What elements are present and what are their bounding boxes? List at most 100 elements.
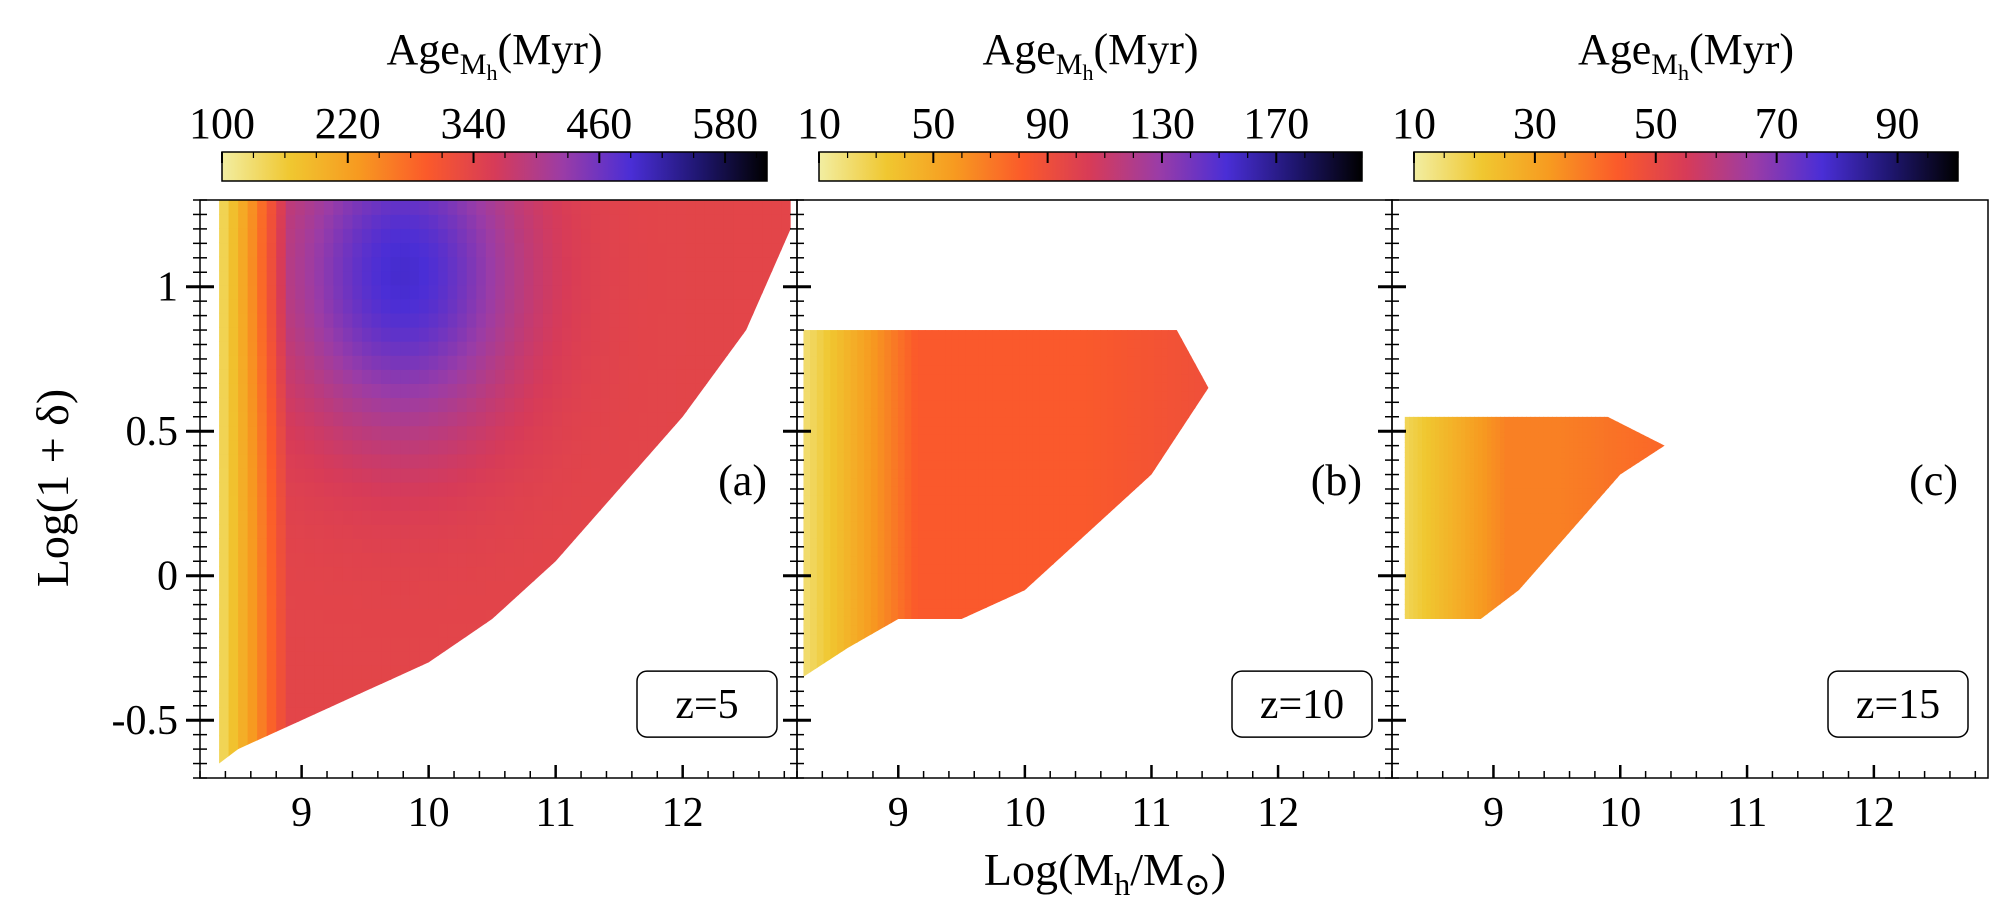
heatmap-cell	[600, 735, 611, 751]
heatmap-cell	[951, 668, 960, 677]
heatmap-cell	[816, 520, 825, 531]
heatmap-cell	[843, 364, 852, 375]
heatmap-cell	[803, 503, 811, 513]
heatmap-cell	[381, 749, 392, 764]
heatmap-cell	[911, 538, 919, 548]
heatmap-cell	[523, 284, 535, 300]
heatmap-cell	[850, 512, 859, 522]
heatmap-cell	[590, 340, 601, 356]
heatmap-cell	[495, 664, 506, 680]
heatmap-cell	[342, 383, 354, 399]
heatmap-cell	[1032, 460, 1041, 470]
heatmap-cell	[419, 242, 430, 258]
heatmap-cell	[951, 538, 960, 548]
heatmap-cell	[514, 354, 525, 370]
heatmap-cell	[609, 270, 620, 286]
heatmap-cell	[723, 242, 735, 258]
heatmap-cell	[938, 581, 946, 591]
heatmap-cell	[381, 509, 392, 525]
heatmap-cell	[257, 693, 268, 708]
heatmap-cell	[924, 390, 933, 401]
heatmap-cell	[1032, 364, 1041, 375]
heatmap-cell	[628, 524, 640, 539]
heatmap-cell	[1086, 347, 1095, 357]
heatmap-cell	[485, 538, 497, 554]
heatmap-cell	[638, 749, 649, 764]
heatmap-cell	[830, 546, 838, 557]
heatmap-cell	[1005, 425, 1014, 435]
heatmap-cell	[438, 552, 449, 568]
heatmap-cell	[864, 668, 872, 677]
heatmap-cell	[816, 581, 825, 591]
heatmap-cell	[638, 284, 649, 300]
heatmap-cell	[542, 298, 554, 314]
heatmap-cell	[342, 679, 354, 694]
heatmap-cell	[295, 228, 306, 244]
heatmap-cell	[333, 679, 344, 694]
heatmap-cell	[771, 242, 782, 258]
heatmap-cell	[304, 538, 316, 554]
heatmap-cell	[1167, 468, 1176, 479]
heatmap-cell	[897, 659, 906, 669]
heatmap-cell	[647, 270, 659, 286]
heatmap-cell	[266, 650, 278, 666]
heatmap-cell	[1147, 555, 1156, 565]
heatmap-cell	[938, 503, 946, 513]
heatmap-cell	[1039, 477, 1048, 487]
heatmap-cell	[638, 509, 649, 525]
heatmap-cell	[1039, 364, 1048, 375]
heatmap-cell	[951, 590, 960, 600]
heatmap-cell	[1073, 390, 1081, 401]
heatmap-cell	[371, 284, 382, 300]
heatmap-cell	[843, 356, 852, 366]
heatmap-cell	[323, 721, 335, 737]
heatmap-cell	[1181, 529, 1189, 539]
heatmap-cell	[666, 270, 678, 286]
heatmap-cell	[762, 369, 773, 384]
heatmap-cell	[361, 566, 373, 582]
heatmap-cell	[609, 636, 620, 652]
heatmap-cell	[1181, 399, 1189, 409]
heatmap-cell	[1005, 382, 1014, 392]
heatmap-cell	[904, 494, 913, 505]
heatmap-cell	[1134, 520, 1142, 531]
heatmap-cell	[1073, 408, 1081, 418]
heatmap-cell	[1066, 642, 1075, 652]
heatmap-cell	[864, 434, 872, 444]
heatmap-cell	[695, 495, 706, 511]
heatmap-cell	[830, 347, 838, 357]
heatmap-cell	[419, 749, 430, 764]
heatmap-cell	[1100, 607, 1108, 617]
heatmap-cell	[891, 590, 899, 600]
heatmap-cell	[823, 347, 832, 357]
heatmap-cell	[295, 369, 306, 384]
heatmap-cell	[1066, 616, 1075, 626]
heatmap-cell	[752, 397, 763, 413]
heatmap-cell	[514, 735, 525, 751]
heatmap-cell	[1140, 460, 1149, 470]
heatmap-cell	[843, 529, 852, 539]
heatmap-cell	[999, 494, 1007, 505]
heatmap-cell	[266, 397, 278, 413]
heatmap-cell	[438, 693, 449, 708]
heatmap-cell	[619, 256, 630, 272]
heatmap-cell	[361, 552, 373, 568]
heatmap-cell	[1039, 486, 1048, 496]
heatmap-cell	[857, 668, 865, 677]
heatmap-cell	[228, 509, 239, 525]
heatmap-cell	[1154, 347, 1162, 357]
heatmap-cell	[850, 356, 859, 366]
heatmap-cell	[285, 312, 297, 328]
heatmap-cell	[323, 200, 335, 215]
heatmap-cell	[884, 590, 892, 600]
heatmap-cell	[803, 494, 811, 505]
heatmap-cell	[972, 633, 980, 643]
heatmap-cell	[843, 538, 852, 548]
heatmap-cell	[1046, 390, 1054, 401]
heatmap-cell	[704, 524, 716, 539]
heatmap-cell	[314, 298, 325, 314]
heatmap-cell	[419, 425, 430, 441]
heatmap-cell	[891, 399, 899, 409]
heatmap-cell	[590, 735, 601, 751]
heatmap-cell	[371, 326, 382, 342]
